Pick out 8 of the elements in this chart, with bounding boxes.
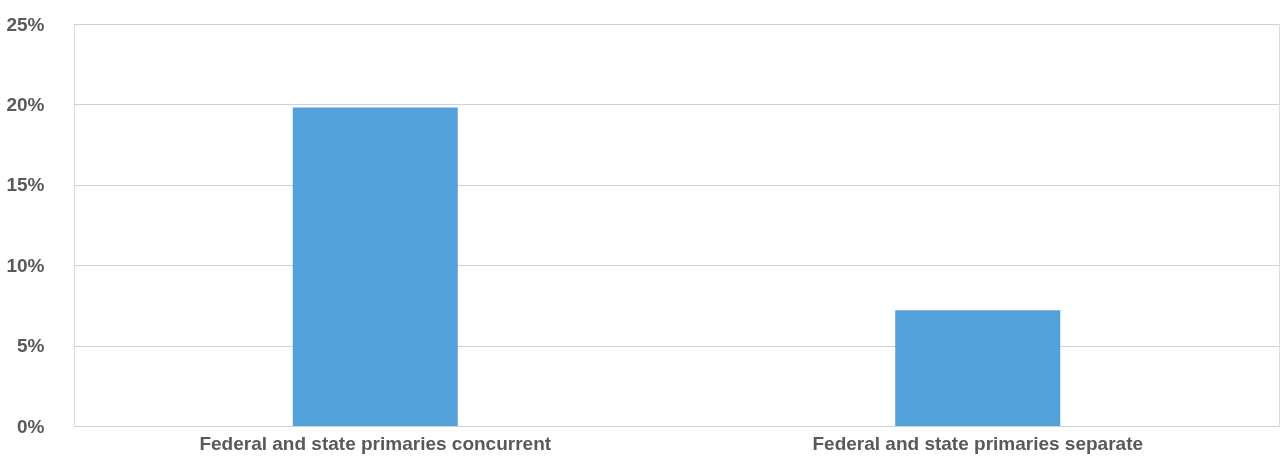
- y-tick-label: 15%: [6, 174, 45, 196]
- y-tick-label: 0%: [17, 415, 45, 437]
- x-tick-label: Federal and state primaries concurrent: [199, 432, 552, 454]
- y-tick-label: 25%: [6, 13, 45, 35]
- y-tick-label: 5%: [17, 335, 45, 357]
- y-tick-label: 10%: [6, 254, 45, 276]
- y-tick-label: 20%: [6, 93, 45, 115]
- x-tick-label: Federal and state primaries separate: [812, 432, 1144, 454]
